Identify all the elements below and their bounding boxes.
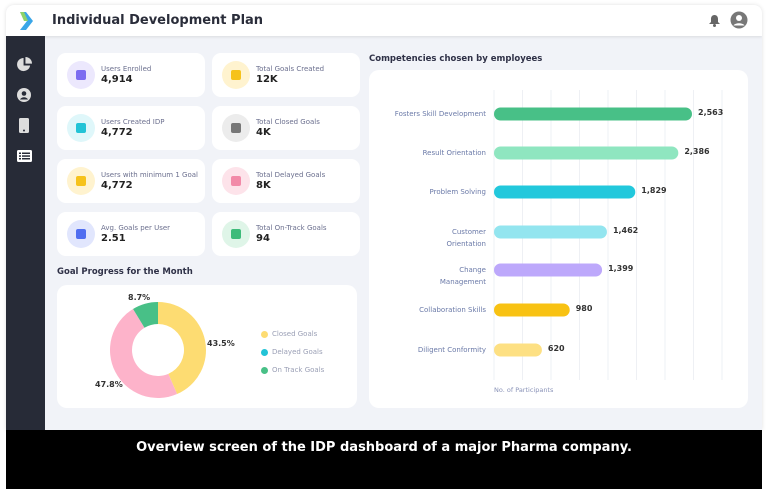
legend-swatch	[261, 348, 268, 356]
legend-label: Closed Goals	[272, 330, 318, 338]
dashboard-pie-icon[interactable]	[17, 57, 32, 72]
stat-card[interactable]: Total On-Track Goals 94	[212, 212, 360, 256]
stat-card[interactable]: Total Delayed Goals 8K	[212, 159, 360, 203]
stat-value: 4,772	[101, 127, 133, 138]
bar-value-label: 1,399	[608, 264, 634, 273]
donut-slice-on-track-goals	[133, 302, 158, 328]
stat-label: Total Delayed Goals	[256, 171, 326, 179]
goal-progress-title: Goal Progress for the Month	[57, 267, 193, 277]
bar-category-label: Change Management	[439, 266, 486, 286]
x-axis-label: No. of Participants	[494, 386, 554, 394]
bar-value-label: 2,386	[684, 147, 710, 156]
bar-category-label: Diligent Conformity	[417, 346, 486, 354]
stat-card[interactable]: Users Enrolled 4,914	[57, 53, 205, 97]
stat-value: 8K	[256, 180, 271, 191]
bar-value-label: 620	[547, 344, 565, 353]
logo-icon	[20, 12, 33, 30]
bar-value-label: 1,462	[612, 226, 639, 235]
stat-value: 4,914	[101, 74, 133, 85]
list-icon[interactable]	[17, 150, 32, 162]
caption: Overview screen of the IDP dashboard of …	[6, 430, 762, 489]
bar-category-label: Result Orientation	[422, 149, 486, 157]
bar	[494, 107, 692, 121]
goal-progress-panel: 8.7% 43.5% 47.8% Closed Goals Delayed Goa…	[57, 285, 357, 408]
stat-label: Total Goals Created	[256, 65, 325, 73]
bar-chart-icon	[222, 220, 250, 248]
slice-label-delayed: 47.8%	[95, 380, 123, 389]
stat-label: Users Enrolled	[101, 65, 152, 73]
stat-value: 4K	[256, 127, 271, 138]
header: Individual Development Plan	[6, 5, 762, 36]
stat-card[interactable]: Total Closed Goals 4K	[212, 106, 360, 150]
user-avatar-icon[interactable]	[730, 11, 748, 29]
legend-label: Delayed Goals	[272, 348, 323, 356]
bell-icon[interactable]	[709, 15, 720, 27]
stat-value: 12K	[256, 74, 278, 85]
bar	[494, 343, 542, 357]
legend-item: On Track Goals	[261, 366, 324, 374]
competencies-bar-chart	[493, 90, 723, 380]
bar	[494, 185, 636, 199]
legend-swatch	[261, 366, 268, 374]
legend-swatch	[261, 330, 268, 338]
calculator-icon	[67, 220, 95, 248]
stat-label: Avg. Goals per User	[101, 224, 171, 232]
users-icon	[67, 61, 95, 89]
legend-label: On Track Goals	[272, 366, 325, 374]
app-title: Individual Development Plan	[52, 13, 264, 28]
donut-slice-closed-goals	[158, 302, 207, 395]
stat-value: 94	[256, 233, 270, 244]
profile-icon[interactable]	[17, 88, 31, 102]
bar	[494, 263, 603, 277]
competencies-panel: Fosters Skill Development 2,563 Result Ori…	[369, 70, 748, 408]
calendar-icon	[67, 167, 95, 195]
calendar-clock-icon	[222, 167, 250, 195]
mobile-icon[interactable]	[19, 118, 29, 133]
app-window: Individual Development Plan Users Enroll…	[6, 5, 762, 430]
stat-label: Users with minimum 1 Goal	[101, 171, 198, 179]
stat-value: 4,772	[101, 180, 133, 191]
slice-label-on-track: 8.7%	[128, 293, 151, 302]
legend-item: Delayed Goals	[261, 348, 323, 356]
goal-progress-donut	[109, 302, 207, 398]
stat-label: Users Created IDP	[101, 118, 165, 126]
calendar-check-icon	[67, 114, 95, 142]
stat-card[interactable]: Avg. Goals per User 2.51	[57, 212, 205, 256]
competencies-title: Competencies chosen by employees	[369, 54, 543, 64]
stat-card[interactable]: Users with minimum 1 Goal 4,772	[57, 159, 205, 203]
legend-item: Closed Goals	[261, 330, 317, 338]
closed-badge-icon	[222, 114, 250, 142]
bar	[494, 303, 570, 317]
slice-label-closed: 43.5%	[207, 339, 235, 348]
donut-slice-delayed-goals	[109, 308, 178, 398]
bar-value-label: 1,829	[641, 186, 667, 195]
stat-value: 2.51	[101, 233, 126, 244]
stat-label: Total Closed Goals	[256, 118, 320, 126]
bar-category-label: Fosters Skill Development	[394, 110, 486, 118]
bar	[494, 225, 607, 239]
stat-card[interactable]: Total Goals Created 12K	[212, 53, 360, 97]
bar	[494, 146, 679, 160]
stat-card[interactable]: Users Created IDP 4,772	[57, 106, 205, 150]
stat-label: Total On-Track Goals	[256, 224, 327, 232]
bar-category-label: Customer Orientation	[446, 228, 486, 248]
sidebar	[6, 36, 45, 430]
bookmark-icon	[222, 61, 250, 89]
bar-value-label: 980	[575, 304, 593, 313]
bar-value-label: 2,563	[698, 108, 724, 117]
bar-category-label: Collaboration Skills	[419, 306, 486, 314]
bar-category-label: Problem Solving	[429, 188, 486, 196]
